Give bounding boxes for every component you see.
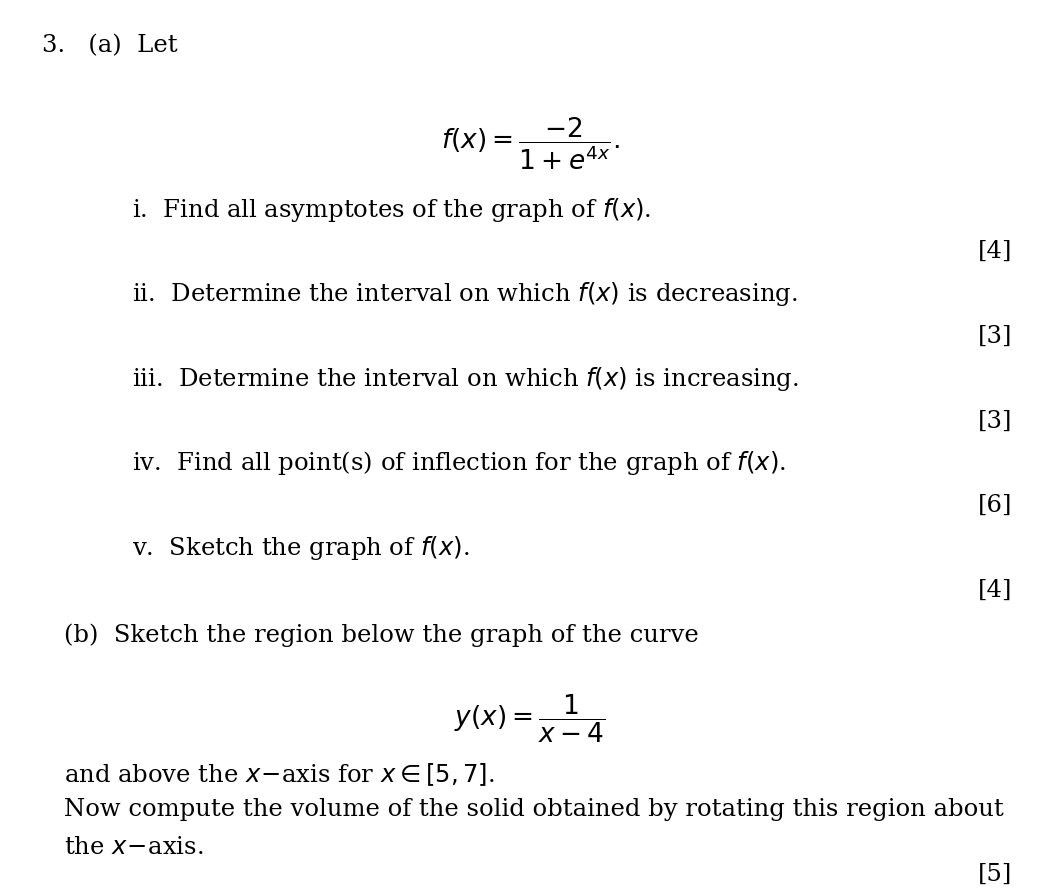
Text: [5]: [5] (978, 863, 1012, 886)
Text: [3]: [3] (977, 325, 1012, 348)
Text: Now compute the volume of the solid obtained by rotating this region about: Now compute the volume of the solid obta… (64, 798, 1004, 821)
Text: [3]: [3] (977, 409, 1012, 433)
Text: (b)  Sketch the region below the graph of the curve: (b) Sketch the region below the graph of… (64, 623, 699, 646)
Text: i.  Find all asymptotes of the graph of $f(x)$.: i. Find all asymptotes of the graph of $… (132, 196, 652, 223)
Text: 3.   (a)  Let: 3. (a) Let (42, 34, 178, 57)
Text: $y(x) = \dfrac{1}{x - 4}$: $y(x) = \dfrac{1}{x - 4}$ (454, 692, 606, 745)
Text: v.  Sketch the graph of $f(x)$.: v. Sketch the graph of $f(x)$. (132, 534, 470, 562)
Text: the $x\!-\!$axis.: the $x\!-\!$axis. (64, 836, 202, 859)
Text: and above the $x\!-\!$axis for $x \in [5, 7]$.: and above the $x\!-\!$axis for $x \in [5… (64, 761, 494, 788)
Text: [4]: [4] (977, 578, 1012, 602)
Text: [4]: [4] (977, 240, 1012, 263)
Text: ii.  Determine the interval on which $f(x)$ is decreasing.: ii. Determine the interval on which $f(x… (132, 280, 798, 308)
Text: iv.  Find all point(s) of inflection for the graph of $f(x)$.: iv. Find all point(s) of inflection for … (132, 449, 787, 477)
Text: $f(x) = \dfrac{-2}{1 + e^{4x}}.$: $f(x) = \dfrac{-2}{1 + e^{4x}}.$ (441, 116, 619, 173)
Text: iii.  Determine the interval on which $f(x)$ is increasing.: iii. Determine the interval on which $f(… (132, 365, 799, 392)
Text: [6]: [6] (977, 494, 1012, 517)
